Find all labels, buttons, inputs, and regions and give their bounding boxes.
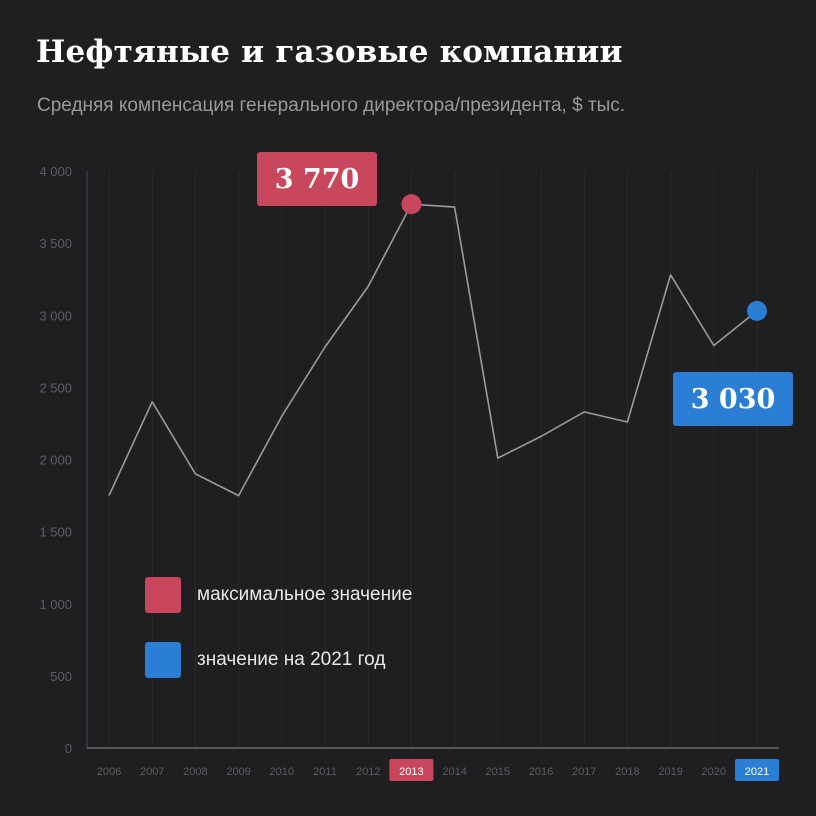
x-tick-label: 2013 xyxy=(399,766,423,778)
chart-subtitle: Средняя компенсация генерального директо… xyxy=(37,95,626,116)
y-tick-label: 500 xyxy=(50,669,72,684)
y-tick-label: 0 xyxy=(65,741,72,756)
y-tick-label: 3 000 xyxy=(39,308,72,323)
y-axis-ticks: 0 500 1 000 1 500 2 000 2 500 3 000 3 500 4 000 xyxy=(39,164,72,756)
axes xyxy=(86,171,779,749)
x-tick-label: 2016 xyxy=(529,766,553,778)
y-tick-label: 2 500 xyxy=(39,380,72,395)
max-value-callout: 3 770 xyxy=(257,152,377,206)
legend-label-current: значение на 2021 год xyxy=(197,649,386,670)
x-tick-label: 2010 xyxy=(270,766,294,778)
x-tick-label: 2017 xyxy=(572,766,596,778)
x-tick-highlight-current xyxy=(735,759,779,781)
legend-label-max: максимальное значение xyxy=(197,584,413,605)
x-tick-label: 2008 xyxy=(183,766,207,778)
x-tick-label: 2021 xyxy=(745,766,769,778)
series-line-group xyxy=(108,203,758,497)
current-value-callout: 3 030 xyxy=(673,372,793,426)
legend-swatch-max xyxy=(145,577,181,613)
x-tick-highlight-max xyxy=(389,759,434,781)
x-tick-label: 2011 xyxy=(313,766,337,778)
y-tick-label: 3 500 xyxy=(39,236,72,251)
highlight-markers xyxy=(401,194,767,321)
series-line xyxy=(108,203,758,497)
grid-lines xyxy=(108,171,758,748)
x-tick-label: 2009 xyxy=(226,766,250,778)
legend-item-current: значение на 2021 год xyxy=(145,642,385,678)
x-tick-label: 2012 xyxy=(356,766,380,778)
chart-title: Нефтяные и газовые компании xyxy=(36,34,623,70)
max-point-marker xyxy=(401,194,422,215)
y-tick-label: 1 000 xyxy=(39,597,72,612)
x-tick-label: 2019 xyxy=(658,766,682,778)
y-tick-label: 2 000 xyxy=(39,453,72,468)
current-point-marker xyxy=(747,300,767,321)
x-tick-label: 2007 xyxy=(140,766,164,778)
legend-item-max: максимальное значение xyxy=(145,577,412,613)
x-tick-label: 2014 xyxy=(442,766,466,778)
x-axis-ticks: 2006 2007 2008 2009 2010 2011 2012 2013 2014 2015… xyxy=(97,759,779,781)
x-tick-label: 2006 xyxy=(97,766,121,778)
y-tick-label: 4 000 xyxy=(39,164,72,179)
x-tick-label: 2015 xyxy=(486,766,510,778)
x-tick-label: 2018 xyxy=(615,766,639,778)
y-tick-label: 1 500 xyxy=(39,525,72,540)
legend-swatch-current xyxy=(145,642,181,678)
x-tick-label: 2020 xyxy=(702,766,726,778)
